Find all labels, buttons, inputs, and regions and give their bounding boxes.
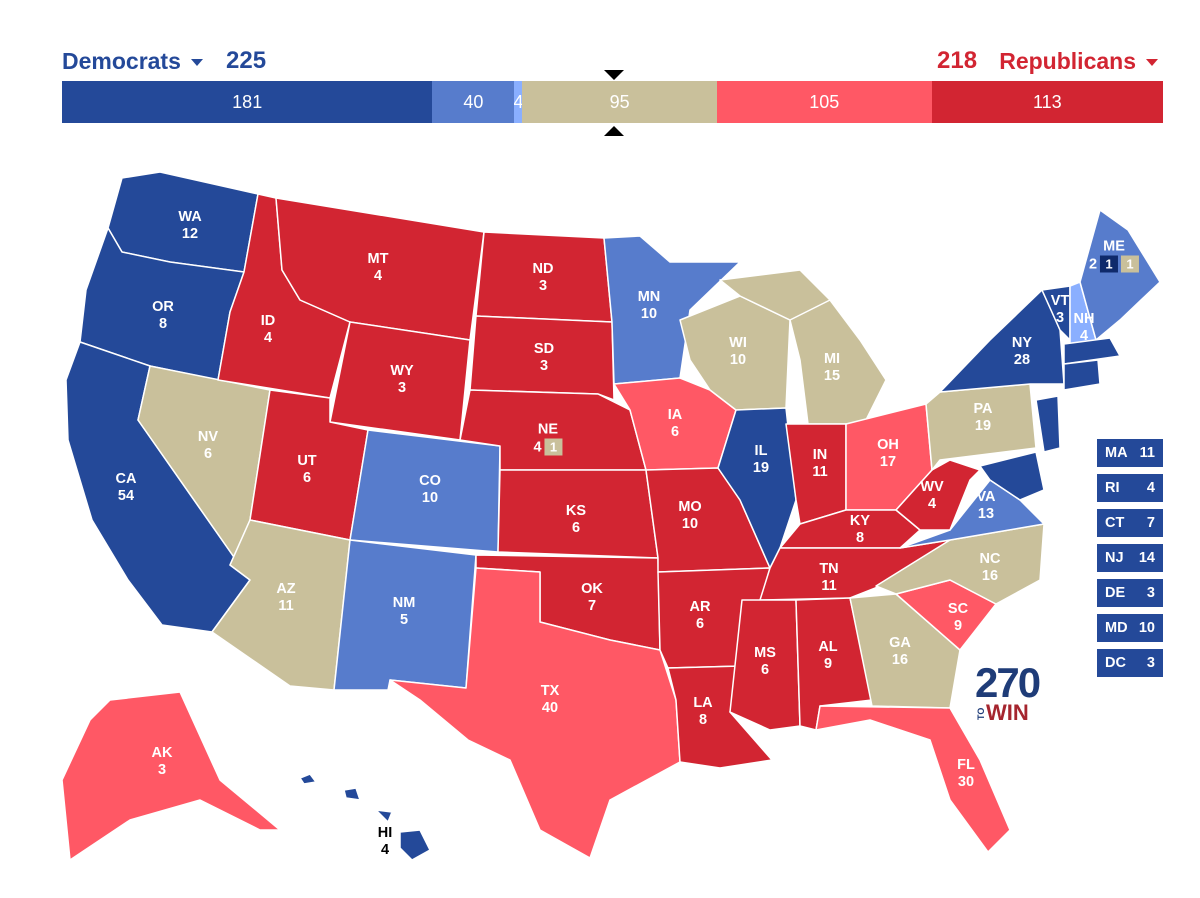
midpoint-marker-bottom-icon xyxy=(604,126,624,136)
bar-segment-safe-dem[interactable]: 181 xyxy=(62,81,433,123)
logo-win: WIN xyxy=(986,700,1029,725)
republicans-total: 218 xyxy=(937,47,978,74)
small-state-dc[interactable]: DC 3 xyxy=(1097,649,1163,677)
small-state-abbr: MD xyxy=(1105,620,1128,636)
state-fl[interactable] xyxy=(815,705,1011,853)
small-state-ev: 11 xyxy=(1139,445,1155,461)
small-state-abbr: MA xyxy=(1105,445,1128,461)
state-tx[interactable] xyxy=(389,567,681,859)
state-wv[interactable] xyxy=(895,459,981,531)
electoral-vote-bar: 181 40 4 95 105 113 xyxy=(62,81,1163,123)
state-mn[interactable] xyxy=(603,235,741,385)
democrats-total: 225 xyxy=(226,47,267,74)
small-state-ev: 4 xyxy=(1146,480,1155,496)
state-ma-map[interactable] xyxy=(1063,337,1121,365)
bar-segment-label: 113 xyxy=(1032,91,1062,112)
state-hi[interactable] xyxy=(299,773,431,861)
state-md-map[interactable] xyxy=(979,451,1045,501)
small-state-ev: 7 xyxy=(1146,515,1155,531)
bar-segment-likely-rep[interactable]: 113 xyxy=(931,81,1163,123)
small-state-ev: 14 xyxy=(1138,550,1155,566)
small-state-abbr: RI xyxy=(1105,480,1120,496)
state-ga[interactable] xyxy=(849,593,961,709)
state-ks[interactable] xyxy=(497,469,659,559)
state-ny[interactable] xyxy=(939,289,1065,393)
state-nm[interactable] xyxy=(333,539,477,691)
republicans-label: Republicans xyxy=(999,48,1136,74)
chevron-down-icon xyxy=(190,59,203,66)
state-ct-map[interactable] xyxy=(1063,359,1101,391)
state-me[interactable] xyxy=(1079,209,1161,341)
state-nj-map[interactable] xyxy=(1035,395,1061,453)
small-state-de[interactable]: DE 3 xyxy=(1097,579,1163,607)
state-nd[interactable] xyxy=(475,231,613,323)
small-state-nj[interactable]: NJ 14 xyxy=(1097,544,1163,572)
small-state-ma[interactable]: MA 11 xyxy=(1097,439,1163,467)
small-state-abbr: NJ xyxy=(1105,550,1124,566)
bar-segment-label: 4 xyxy=(514,91,523,112)
bar-segment-label: 181 xyxy=(232,91,263,112)
small-state-ev: 10 xyxy=(1138,620,1155,636)
logo-to: TO xyxy=(976,707,986,720)
small-state-abbr: DE xyxy=(1105,585,1126,601)
270towin-logo: 270 TO WIN xyxy=(975,662,1045,724)
state-ak[interactable] xyxy=(61,691,281,861)
state-sd[interactable] xyxy=(469,315,615,401)
bar-segment-likely-dem[interactable]: 40 xyxy=(432,81,515,123)
midpoint-marker-top-icon xyxy=(604,70,624,80)
democrats-label: Democrats xyxy=(62,48,181,74)
democrats-dropdown[interactable]: Democrats xyxy=(62,48,203,75)
bar-segment-tossup[interactable]: 95 xyxy=(522,81,717,123)
small-state-ri[interactable]: RI 4 xyxy=(1097,474,1163,502)
small-state-ev: 3 xyxy=(1146,585,1155,601)
republicans-dropdown[interactable]: Republicans xyxy=(999,48,1158,75)
bar-segment-lean-rep[interactable]: 105 xyxy=(716,81,932,123)
chevron-down-icon xyxy=(1146,59,1158,66)
bar-segment-label: 105 xyxy=(809,91,840,112)
logo-number: 270 xyxy=(975,659,1041,706)
small-state-md[interactable]: MD 10 xyxy=(1097,614,1163,642)
bar-segment-lean-dem[interactable]: 4 xyxy=(514,81,523,123)
bar-segment-label: 95 xyxy=(609,91,630,112)
state-wy[interactable] xyxy=(329,321,471,441)
small-state-ev: 3 xyxy=(1146,655,1155,671)
small-state-abbr: CT xyxy=(1105,515,1125,531)
small-state-abbr: DC xyxy=(1105,655,1126,671)
state-mi[interactable] xyxy=(719,269,887,425)
state-ms[interactable] xyxy=(729,599,801,731)
small-state-ct[interactable]: CT 7 xyxy=(1097,509,1163,537)
state-in[interactable] xyxy=(785,423,847,525)
bar-segment-label: 40 xyxy=(463,91,484,112)
state-co[interactable] xyxy=(349,429,501,553)
